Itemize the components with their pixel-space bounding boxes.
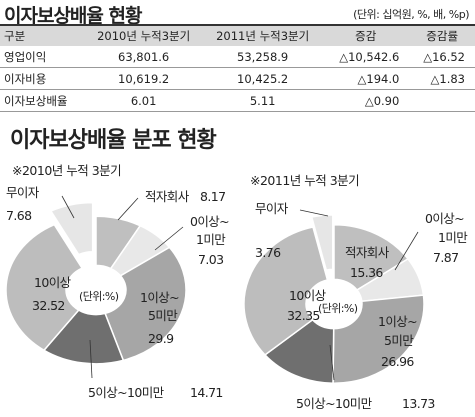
cell-2011: 10,425.2 (203, 67, 323, 90)
label-five-ten-2010: 5이상~10미만 (88, 385, 165, 400)
leader-line (394, 231, 419, 271)
donut-chart-2010 (5, 201, 187, 365)
label-ten-plus-2011: 10이상 (289, 288, 327, 303)
cell-2011: 5.11 (203, 89, 323, 112)
label-ten-plus-2010: 10이상 (34, 275, 72, 290)
label-zero-one-a-2010: 0이상~ (190, 214, 229, 229)
value-deficit-2010: 8.17 (200, 189, 225, 204)
leader-line (329, 344, 335, 381)
unit-note: (단위: 십억원, %, 배, %p) (353, 8, 469, 21)
summary-table: 구분 2010년 누적3분기 2011년 누적3분기 증감 증감률 영업이익 6… (0, 24, 475, 112)
value-ten-plus-2011: 32.35 (287, 308, 320, 323)
table-row: 이자보상배율 6.01 5.11 △0.90 (0, 89, 475, 112)
label-deficit-2010: 적자회사 (145, 189, 190, 204)
col-header-change: 증감 (322, 24, 410, 46)
label-no-interest-2011: 무이자 (255, 201, 289, 216)
slice-no-interest-2011 (310, 214, 334, 271)
value-zero-one-2010: 7.03 (198, 252, 223, 267)
value-one-five-2011: 26.96 (381, 354, 414, 369)
label-zero-one-a-2011: 0이상~ (425, 211, 464, 226)
label-one-five-b-2010: 5미만 (148, 308, 178, 323)
donut-hole-2010 (66, 265, 126, 315)
cell-change-rate: △16.52 (409, 46, 475, 68)
value-five-ten-2010: 14.71 (190, 385, 223, 400)
leader-line (117, 197, 139, 221)
leader-line (154, 226, 184, 251)
value-one-five-2010: 29.9 (148, 331, 174, 346)
value-zero-one-2011: 7.87 (433, 250, 458, 265)
label-one-five-a-2010: 1이상~ (140, 290, 179, 305)
value-ten-plus-2010: 32.52 (32, 298, 65, 313)
row-label: 이자보상배율 (0, 89, 85, 112)
label-zero-one-b-2010: 1미만 (196, 232, 226, 247)
donut-hole-2011 (306, 279, 362, 329)
slice-no-interest-2010 (49, 201, 94, 256)
cell-2010: 6.01 (84, 89, 204, 112)
label-one-five-a-2011: 1이상~ (378, 314, 417, 329)
col-header-change-rate: 증감률 (409, 24, 475, 46)
value-five-ten-2011: 13.73 (402, 396, 435, 411)
center-unit-2010: (단위:%) (79, 290, 119, 303)
value-no-interest-2010: 7.68 (6, 208, 32, 223)
label-no-interest-2010: 무이자 (6, 185, 40, 200)
leader-line (89, 339, 93, 379)
cell-2011: 53,258.9 (203, 46, 323, 68)
row-label: 영업이익 (0, 46, 85, 68)
center-unit-2011: (단위:%) (318, 302, 358, 315)
cell-2010: 10,619.2 (84, 67, 204, 90)
table-title: 이자보상배율 현황 (4, 5, 142, 27)
chart-subtitle-2011: ※2011년 누적 3분기 (250, 173, 360, 188)
section-title: 이자보상배율 분포 현황 (10, 128, 217, 153)
col-header-category: 구분 (0, 24, 85, 46)
cell-change: △194.0 (322, 67, 410, 90)
cell-change: △10,542.6 (322, 46, 410, 68)
label-deficit-2011: 적자회사 (345, 245, 390, 260)
cell-2010: 63,801.6 (84, 46, 204, 68)
row-label: 이자비용 (0, 67, 85, 90)
label-zero-one-b-2011: 1미만 (438, 230, 468, 245)
donut-chart-2011 (243, 214, 425, 384)
cell-change-rate: △1.83 (409, 67, 475, 90)
col-header-2011: 2011년 누적3분기 (203, 24, 323, 46)
cell-change-rate (409, 89, 475, 112)
chart-subtitle-2010: ※2010년 누적 3분기 (12, 163, 122, 178)
table-header-row: 구분 2010년 누적3분기 2011년 누적3분기 증감 증감률 (0, 24, 475, 46)
col-header-2010: 2010년 누적3분기 (84, 24, 204, 46)
leader-line (299, 209, 329, 217)
table-row: 영업이익 63,801.6 53,258.9 △10,542.6 △16.52 (0, 46, 475, 68)
value-deficit-2011: 15.36 (350, 265, 383, 280)
label-five-ten-2011: 5이상~10미만 (296, 396, 373, 411)
cell-change: △0.90 (322, 89, 410, 112)
label-one-five-b-2011: 5미만 (384, 333, 414, 348)
value-no-interest-2011: 3.76 (255, 245, 281, 260)
leader-line (61, 195, 75, 219)
table-row: 이자비용 10,619.2 10,425.2 △194.0 △1.83 (0, 67, 475, 90)
